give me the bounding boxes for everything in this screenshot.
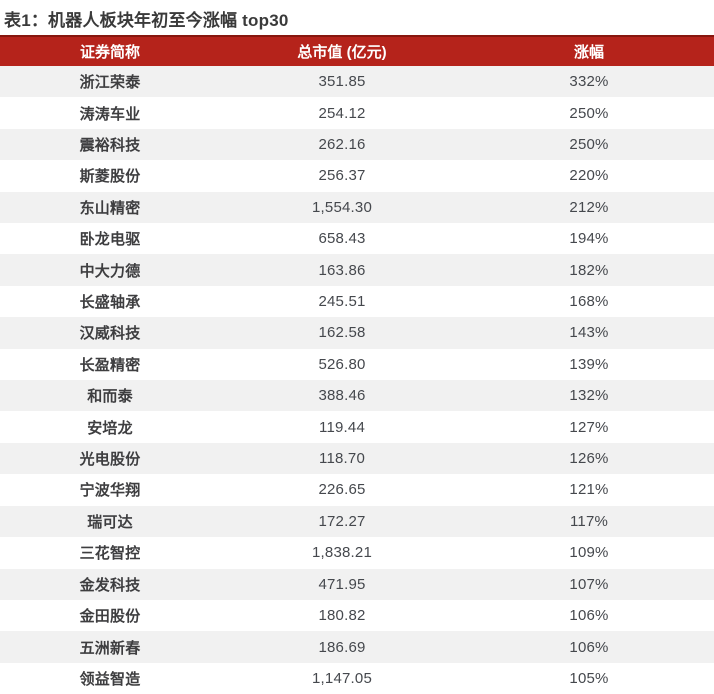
cell-change: 106% [569,607,609,625]
cell-change: 220% [569,167,609,185]
table-row: 五洲新春 186.69 106% [0,631,714,663]
table-row: 宁波华翔 226.65 121% [0,474,714,506]
cell-market-cap: 526.80 [318,355,366,373]
cell-change: 126% [569,450,609,468]
cell-market-cap: 172.27 [318,512,366,530]
gainers-table: 证券简称 总市值 (亿元) 涨幅 浙江荣泰 351.85 332% 涛涛车业 254.1… [0,35,714,694]
cell-security-name: 和而泰 [87,388,133,406]
cell-security-name: 金田股份 [79,608,141,626]
table-row: 涛涛车业 254.12 250% [0,97,714,129]
cell-market-cap: 351.85 [318,73,366,91]
cell-market-cap: 256.37 [318,167,366,185]
cell-security-name: 汉威科技 [79,325,141,343]
cell-change: 168% [569,293,609,311]
cell-security-name: 宁波华翔 [79,482,141,500]
column-header-market-cap: 总市值 (亿元) [297,44,387,61]
cell-change: 121% [569,481,609,499]
cell-market-cap: 180.82 [318,607,366,625]
cell-market-cap: 186.69 [318,638,366,656]
table-title: 表1：机器人板块年初至今涨幅 top30 [4,11,289,30]
cell-change: 107% [569,575,609,593]
column-header-change: 涨幅 [573,44,604,61]
cell-change: 143% [569,324,609,342]
table-row: 三花智控 1,838.21 109% [0,537,714,569]
cell-security-name: 东山精密 [79,199,141,217]
table-row: 中大力德 163.86 182% [0,254,714,286]
cell-change: 117% [569,512,609,530]
cell-market-cap: 262.16 [318,136,366,154]
cell-security-name: 安培龙 [87,419,133,437]
cell-market-cap: 388.46 [318,387,366,405]
column-header-security-name: 证券简称 [79,44,140,61]
cell-security-name: 震裕科技 [79,137,141,155]
table-row: 长盈精密 526.80 139% [0,348,714,381]
cell-change: 106% [569,638,609,656]
table-row: 汉威科技 162.58 143% [0,317,714,349]
cell-change: 105% [569,669,609,687]
cell-change: 212% [569,198,609,216]
cell-market-cap: 162.58 [318,324,366,342]
cell-market-cap: 1,838.21 [312,544,372,562]
cell-change: 250% [569,136,609,154]
cell-market-cap: 118.70 [319,450,365,468]
cell-security-name: 卧龙电驱 [79,231,141,249]
cell-security-name: 领益智造 [79,670,141,688]
cell-change: 250% [569,104,609,122]
cell-change: 132% [569,387,609,405]
table-row: 东山精密 1,554.30 212% [0,191,714,224]
cell-market-cap: 245.51 [318,293,366,311]
cell-security-name: 长盈精密 [79,356,141,374]
table-row: 安培龙 119.44 127% [0,411,714,443]
cell-security-name: 三花智控 [79,545,141,563]
cell-market-cap: 1,554.30 [312,198,372,216]
cell-market-cap: 254.12 [318,104,366,122]
table-row: 瑞可达 172.27 117% [0,505,714,538]
cell-security-name: 金发科技 [79,576,141,594]
table-row: 长盛轴承 245.51 168% [0,285,714,318]
cell-change: 127% [569,418,609,436]
cell-change: 194% [569,230,609,248]
cell-change: 332% [569,73,609,91]
cell-market-cap: 226.65 [318,481,366,499]
cell-market-cap: 119.44 [319,418,365,436]
table-body: 浙江荣泰 351.85 332% 涛涛车业 254.12 250% 震裕科技 262.16 25… [0,66,714,694]
cell-security-name: 长盛轴承 [79,294,141,312]
cell-market-cap: 658.43 [318,230,366,248]
table-row: 金发科技 471.95 107% [0,568,714,600]
table-row: 光电股份 118.70 126% [0,442,714,475]
cell-security-name: 中大力德 [79,262,141,280]
cell-change: 182% [569,261,609,279]
table-row: 浙江荣泰 351.85 332% [0,66,714,98]
cell-security-name: 五洲新春 [79,639,141,657]
cell-security-name: 斯菱股份 [79,168,141,186]
cell-change: 109% [569,544,609,562]
cell-market-cap: 471.95 [318,575,366,593]
table-row: 震裕科技 262.16 250% [0,128,714,161]
cell-security-name: 光电股份 [79,451,141,469]
table-row: 卧龙电驱 658.43 194% [0,223,714,255]
cell-change: 139% [569,355,609,373]
cell-security-name: 瑞可达 [87,513,133,531]
table-row: 领益智造 1,147.05 105% [0,662,714,694]
cell-security-name: 浙江荣泰 [79,74,141,92]
table-row: 斯菱股份 256.37 220% [0,160,714,192]
table-row: 和而泰 388.46 132% [0,380,714,412]
table-row: 金田股份 180.82 106% [0,599,714,632]
cell-market-cap: 1,147.05 [312,669,372,687]
cell-security-name: 涛涛车业 [79,105,141,123]
table-header-row: 证券简称 总市值 (亿元) 涨幅 [0,35,714,66]
cell-market-cap: 163.86 [318,261,366,279]
